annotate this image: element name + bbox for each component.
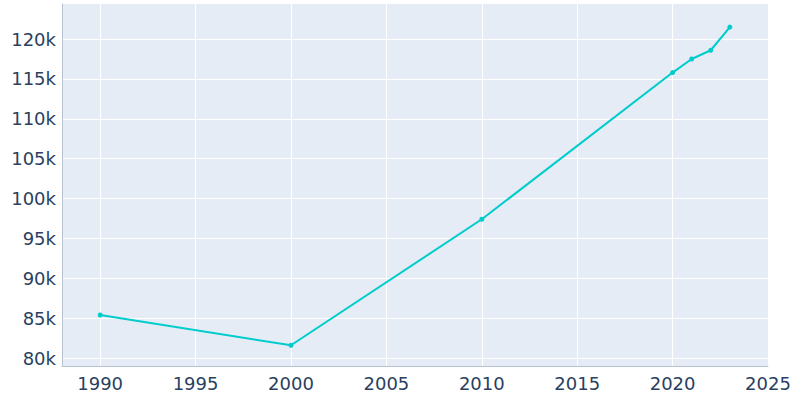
svg-text:85k: 85k [23, 308, 57, 329]
svg-text:95k: 95k [23, 228, 57, 249]
svg-text:2025: 2025 [745, 373, 791, 394]
svg-text:2005: 2005 [363, 373, 409, 394]
svg-text:120k: 120k [11, 29, 56, 50]
svg-text:2015: 2015 [554, 373, 600, 394]
svg-text:90k: 90k [23, 268, 57, 289]
svg-text:80k: 80k [23, 348, 57, 369]
svg-text:100k: 100k [11, 188, 56, 209]
svg-text:2020: 2020 [650, 373, 696, 394]
svg-text:115k: 115k [11, 68, 56, 89]
svg-text:1995: 1995 [173, 373, 219, 394]
svg-text:2010: 2010 [459, 373, 505, 394]
svg-text:110k: 110k [11, 108, 56, 129]
svg-text:2000: 2000 [268, 373, 314, 394]
svg-text:105k: 105k [11, 148, 56, 169]
svg-text:1990: 1990 [77, 373, 123, 394]
